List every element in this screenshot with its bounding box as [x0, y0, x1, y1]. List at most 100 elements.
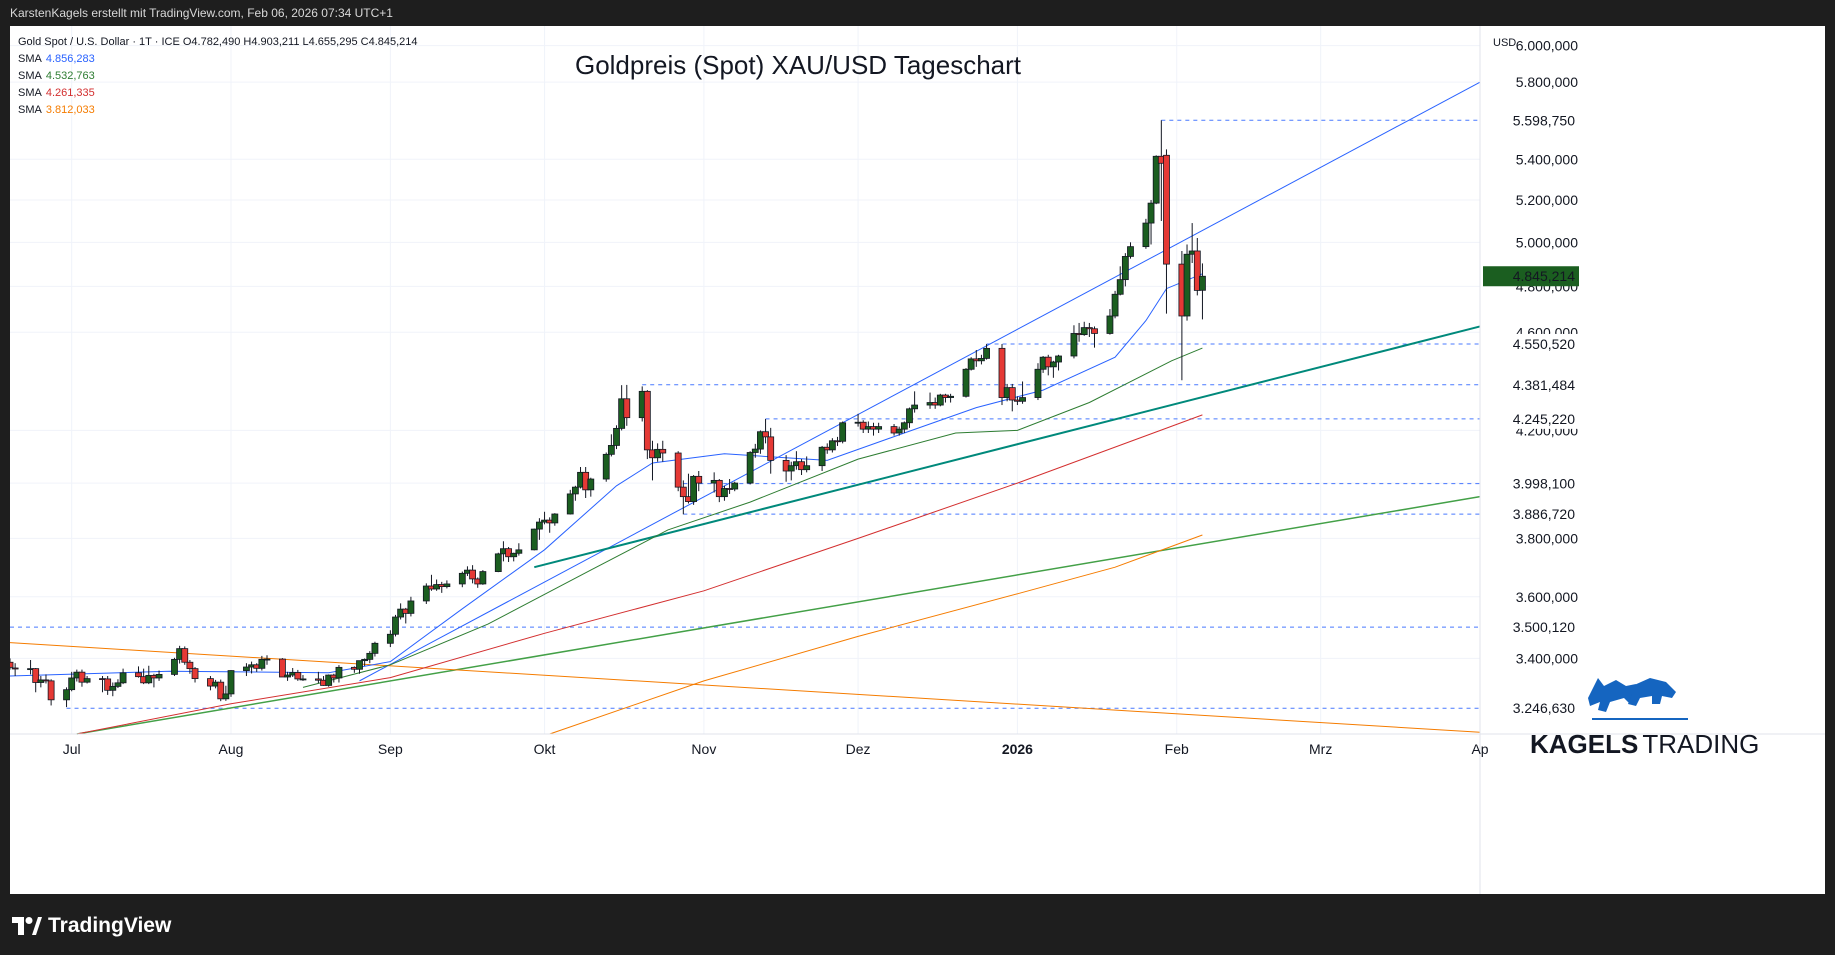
candle	[983, 344, 990, 360]
candle	[443, 580, 451, 589]
candle-body	[911, 404, 919, 410]
candle-body	[695, 475, 703, 484]
candle	[299, 675, 307, 681]
candle-body	[1127, 246, 1134, 257]
price-tick-label: 5.800,000	[1516, 74, 1578, 90]
tradingview-logo[interactable]: TradingView	[12, 914, 171, 938]
candle	[356, 660, 363, 674]
sma-legend-row[interactable]: SMA 4.261,335	[18, 85, 418, 102]
candle	[911, 391, 919, 413]
tradingview-wordmark: TradingView	[48, 914, 172, 937]
candle	[47, 679, 55, 706]
candle	[294, 669, 302, 681]
price-level-tag: 3.886,720	[1513, 506, 1575, 522]
candle-body	[607, 445, 615, 455]
candle-body	[1085, 327, 1093, 330]
candle-body	[361, 658, 369, 662]
candle-body	[314, 678, 322, 681]
candle-body	[1106, 315, 1114, 334]
price-level-tag-bg	[1483, 333, 1579, 354]
candle-body	[679, 486, 687, 498]
candle	[859, 420, 867, 434]
candle	[1116, 266, 1124, 296]
candle-body	[78, 671, 86, 683]
candle	[78, 669, 86, 687]
candle-body	[746, 452, 754, 484]
candle-body	[859, 421, 867, 430]
trend-line	[534, 325, 1481, 569]
candle-body	[551, 513, 559, 524]
candle-body	[751, 448, 759, 453]
price-tick-label: 5.400,000	[1516, 151, 1578, 167]
candle-body	[721, 488, 728, 498]
price-tick-label: 3.600,000	[1516, 589, 1578, 605]
candle	[279, 658, 286, 678]
grid	[10, 26, 1481, 734]
candle-body	[1034, 368, 1042, 398]
candle-body	[356, 660, 363, 670]
candle-body	[458, 572, 466, 585]
chart-frame: Goldpreis (Spot) XAU/USD Tageschart KAGE…	[10, 26, 1825, 894]
candle-body	[1091, 328, 1098, 334]
candle	[263, 655, 271, 665]
candle-body	[10, 661, 14, 668]
chart-canvas[interactable]: Goldpreis (Spot) XAU/USD Tageschart KAGE…	[10, 26, 1825, 894]
candle-body	[998, 347, 1006, 398]
kagels-trading-logo: KAGELS TRADING	[1530, 678, 1759, 759]
sma-legend-row[interactable]: SMA 4.532,763	[18, 68, 418, 85]
candle	[536, 518, 543, 540]
candle	[11, 663, 19, 677]
price-level-tag: 4.381,484	[1513, 377, 1575, 393]
tradingview-icon	[12, 917, 42, 935]
sma-legend-row[interactable]: SMA 3.812,033	[18, 102, 418, 119]
candle-body	[983, 347, 990, 359]
candle	[217, 679, 225, 702]
price-level-tag-bg	[1483, 374, 1579, 395]
candle	[243, 663, 250, 677]
candle-body	[731, 482, 739, 490]
candle-body	[515, 549, 523, 554]
candle	[135, 666, 142, 678]
footer-bar: TradingView	[0, 894, 1835, 955]
candle-body	[109, 685, 117, 691]
candle	[679, 480, 687, 515]
sma-label: SMA	[18, 70, 42, 82]
candle	[83, 676, 91, 684]
candle	[479, 570, 487, 585]
sma-value: 4.261,335	[45, 87, 95, 99]
candle-body	[32, 668, 40, 683]
time-tick-label: Okt	[534, 741, 556, 757]
time-tick-label: Jul	[63, 741, 81, 757]
candle-body	[762, 431, 769, 438]
candle-body	[1121, 256, 1129, 281]
candle-body	[299, 678, 307, 681]
time-tick-label: Dez	[846, 741, 871, 757]
candle	[613, 425, 620, 450]
sma-line	[10, 273, 1203, 677]
candle-body	[654, 448, 662, 459]
candle	[505, 546, 512, 562]
sma-legend-row[interactable]: SMA 4.856,283	[18, 51, 418, 68]
candle-body	[42, 679, 50, 682]
candle-body	[757, 431, 764, 450]
price-levels	[10, 119, 1480, 709]
candle	[926, 392, 934, 409]
chart-legend: Gold Spot / U.S. Dollar · 1T · ICE O4.78…	[18, 34, 418, 119]
candle	[258, 655, 266, 671]
candle	[967, 357, 975, 371]
price-level-tag-bg	[1483, 408, 1579, 429]
candle-body	[186, 661, 194, 670]
candle	[1080, 321, 1088, 336]
candle	[10, 658, 14, 670]
candle	[571, 485, 579, 501]
price-level-tag: 3.500,120	[1513, 619, 1575, 635]
trend-lines	[10, 81, 1481, 735]
candle-body	[505, 548, 512, 558]
candle-body	[936, 394, 944, 406]
candle	[469, 565, 476, 584]
candle-body	[900, 422, 908, 430]
candle-body	[1080, 327, 1088, 336]
time-tick-label: Ap	[1471, 741, 1488, 757]
time-axis[interactable]: Jul Aug Sep Okt Nov Dez 2026 Feb Mrz Ap	[63, 741, 1489, 757]
sma-legend: SMA 4.856,283 SMA 4.532,763 SMA 4.261,335 SMA 3…	[18, 51, 418, 119]
